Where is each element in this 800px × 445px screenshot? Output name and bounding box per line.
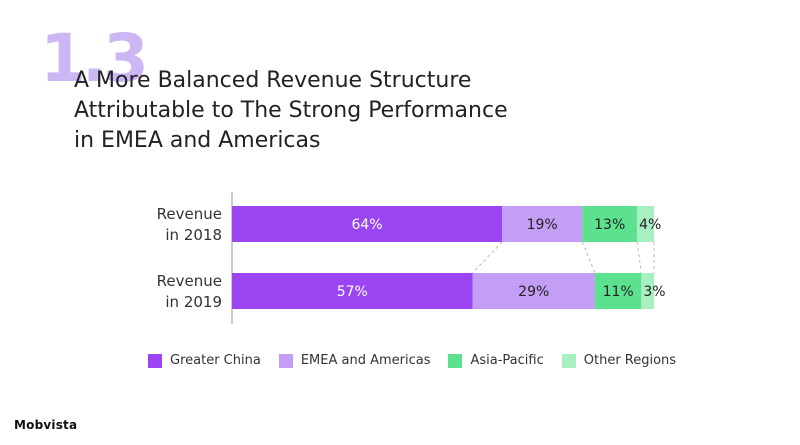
- legend-swatch: [148, 353, 162, 368]
- title-line: Attributable to The Strong Performance: [74, 98, 508, 123]
- data-label: 13%: [594, 217, 625, 233]
- bar-segment: [502, 206, 583, 242]
- title-line: A More Balanced Revenue Structure: [74, 68, 472, 93]
- category-label: Revenue in 2018: [157, 205, 222, 244]
- legend-item-asia-pacific: Asia-Pacific: [448, 353, 544, 368]
- category-label-line: Revenue: [157, 272, 222, 290]
- legend-swatch: [448, 353, 463, 368]
- page-title: A More Balanced Revenue Structure Attrib…: [74, 66, 594, 156]
- legend-item-emea-americas: EMEA and Americas: [278, 353, 431, 368]
- bar-segment: [472, 273, 595, 309]
- connector-line: [472, 241, 503, 274]
- category-label-line: in 2019: [165, 293, 222, 311]
- bar-segment: [641, 273, 654, 309]
- data-label: 29%: [518, 284, 549, 300]
- bar-segment: [232, 273, 473, 309]
- legend-label: EMEA and Americas: [300, 353, 431, 368]
- data-label: 19%: [527, 217, 558, 233]
- bar-segment: [582, 206, 638, 242]
- data-label: 64%: [351, 217, 382, 233]
- data-label: 3%: [643, 284, 665, 300]
- bar-segment: [594, 273, 642, 309]
- category-label-line: in 2018: [165, 226, 222, 244]
- legend-label: Asia-Pacific: [470, 353, 544, 368]
- category-label-line: Revenue: [157, 205, 222, 223]
- data-label: 4%: [639, 217, 661, 233]
- legend-swatch: [561, 353, 576, 368]
- legend-label: Other Regions: [583, 353, 677, 368]
- chart-legend: Greater China EMEA and Americas Asia-Pac…: [148, 353, 694, 368]
- bar-segment: [232, 206, 503, 242]
- section-number: 1.3: [40, 20, 149, 97]
- connector-line: [581, 241, 596, 274]
- connector-line: [636, 241, 642, 274]
- legend-item-other-regions: Other Regions: [561, 353, 677, 368]
- data-label: 57%: [337, 284, 368, 300]
- legend-item-greater-china: Greater China: [148, 353, 261, 368]
- data-label: 11%: [603, 284, 634, 300]
- title-line: in EMEA and Americas: [74, 128, 321, 153]
- bar-segment: [637, 206, 654, 242]
- category-label: Revenue in 2019: [157, 272, 222, 311]
- legend-swatch: [278, 353, 293, 368]
- legend-label: Greater China: [170, 353, 261, 368]
- brand-logo: Mobvista: [14, 418, 78, 432]
